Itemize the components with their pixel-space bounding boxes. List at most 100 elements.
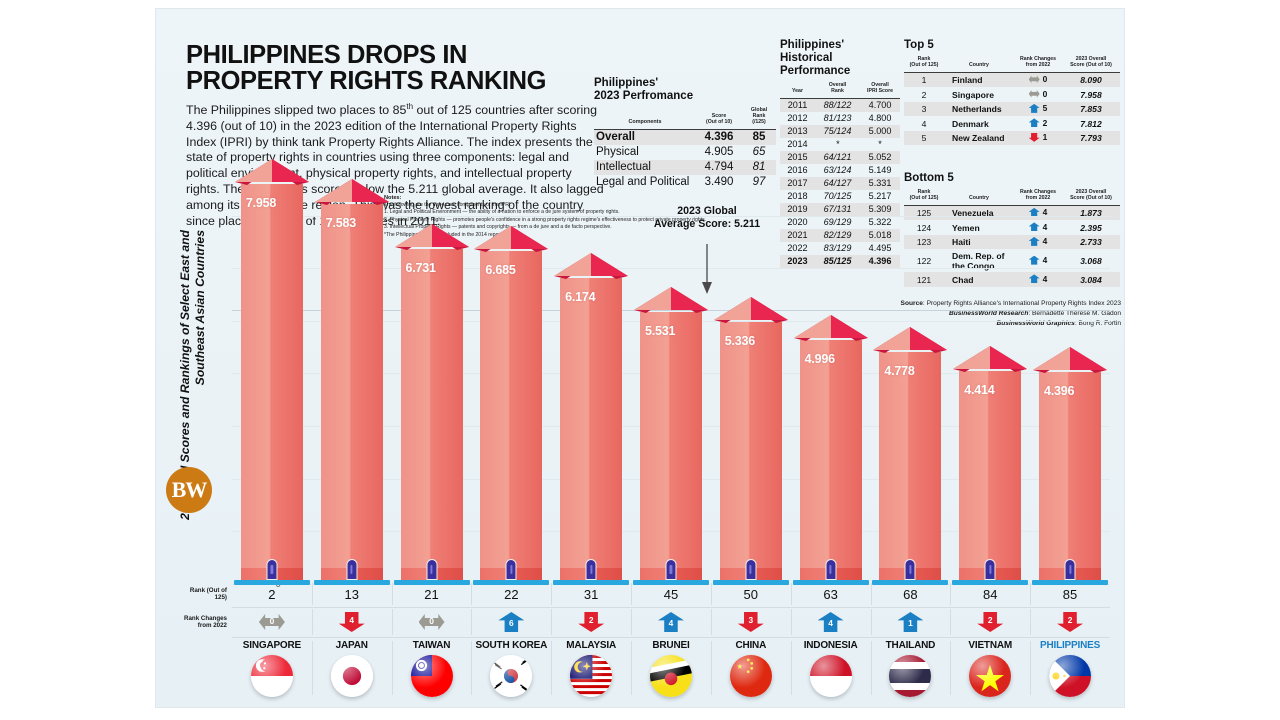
table-header-row: Rank (Out of 125) Country Rank Changes fro… — [904, 54, 1120, 73]
house-roof — [953, 345, 1028, 372]
table-row: Intellectual 4.794 81 — [594, 159, 776, 175]
house-bar: 4.396 — [1032, 346, 1109, 585]
cell-rank: 123 — [904, 234, 944, 250]
rank-change-value: 2 — [588, 615, 594, 625]
down-arrow-icon — [1028, 132, 1040, 142]
divider — [391, 641, 393, 695]
door-icon — [585, 559, 597, 580]
door-icon — [745, 559, 757, 580]
divider — [710, 583, 712, 605]
divider — [950, 583, 952, 605]
chart-bar: 4.778 — [871, 184, 951, 585]
house-step — [872, 580, 949, 585]
chart-plot-area: 01234567 2023 Global Average Score: 5.21… — [232, 159, 1110, 589]
cell-score: 8.090 — [1062, 72, 1120, 88]
rank-cell: 22 — [471, 581, 551, 607]
cell-year: 2011 — [780, 98, 815, 112]
cell-rank: 82/129 — [814, 228, 861, 242]
house-roof — [1033, 346, 1108, 373]
rank-change-value: 2 — [987, 615, 993, 625]
rank-value: 31 — [583, 586, 599, 602]
divider — [232, 637, 1110, 638]
bar-value-label: 4.778 — [884, 363, 915, 378]
rank-change-value: 2 — [1067, 615, 1073, 625]
businessworld-logo: BW — [166, 467, 212, 513]
notes-line: 1. Legal and Political Environment — the… — [384, 209, 620, 216]
cell-rank-change: 4 — [1014, 249, 1062, 272]
table-row: 2015 64/121 5.052 — [780, 150, 900, 164]
house-bar: 4.414 — [952, 345, 1029, 585]
down-arrow-icon: 3 — [737, 612, 764, 632]
country-cell: SOUTH KOREA — [471, 639, 551, 697]
cell-rank: 64/127 — [814, 176, 861, 190]
divider — [870, 583, 872, 605]
house-step — [712, 580, 789, 585]
rank-change-value: 3 — [748, 615, 754, 625]
rank-value: 68 — [903, 586, 918, 602]
cell-component: Legal and Political — [596, 176, 690, 189]
cell-component: Overall — [594, 129, 696, 145]
divider — [631, 641, 633, 695]
house-roof — [394, 223, 469, 250]
country-cell: CHINA — [710, 639, 791, 697]
header-country: Country — [944, 54, 1014, 73]
table-header-row: Components Score (Out of 10) Global Rank… — [594, 105, 776, 130]
bottom5-table-card: Bottom 5 Rank (Out of 125) Country Rank C… — [904, 172, 1120, 287]
table-row: 2020 69/129 5.322 — [780, 216, 900, 229]
chart-bar: 6.685 — [471, 184, 551, 585]
divider — [551, 583, 553, 605]
divider — [790, 641, 792, 695]
cell-country: Netherlands — [944, 101, 1014, 117]
rank-change-row-label: Rank Changes from 2022 — [184, 614, 227, 629]
bar-value-label: 5.336 — [724, 334, 756, 349]
country-cell: VIETNAM — [950, 639, 1030, 697]
house-step — [792, 580, 869, 585]
country-name: CHINA — [735, 639, 767, 651]
cell-rank: 70/125 — [823, 191, 852, 202]
house-bar: 7.958 — [233, 159, 310, 585]
y-axis-title: 2023 IPRI Scores and Rankings of Select … — [178, 0, 208, 520]
cell-rank-change: 5 — [1014, 101, 1062, 117]
country-cell: THAILAND — [870, 639, 951, 697]
cell-year: 2015 — [780, 150, 815, 164]
divider — [1030, 641, 1032, 695]
historical-table-title: Philippines' Historical Performance — [780, 39, 900, 78]
performance-table-title: Philippines' 2023 Perfromance — [594, 77, 776, 103]
cell-component: Physical — [596, 146, 639, 159]
cell-score: 5.331 — [860, 176, 900, 190]
flag-icon-japan — [330, 654, 373, 697]
header-rank-changes: Rank Changes from 2022 — [1014, 187, 1062, 206]
door-icon — [426, 559, 438, 580]
bottom5-title: Bottom 5 — [904, 172, 954, 184]
lede-sup-1: th — [406, 102, 414, 111]
cell-score: 2.395 — [1080, 222, 1102, 233]
table-row: 2021 82/129 5.018 — [780, 228, 900, 242]
house-body — [719, 322, 782, 584]
cell-score: 7.958 — [1080, 89, 1102, 100]
cell-rank: 85/125 — [814, 254, 861, 268]
divider — [311, 609, 313, 635]
house-body — [639, 311, 702, 584]
chart-bar: 6.731 — [392, 184, 472, 585]
cell-rank-change: 1 — [1014, 130, 1062, 146]
divider — [311, 583, 313, 605]
cell-score: 5.149 — [868, 165, 892, 176]
house-bar: 6.174 — [553, 253, 630, 585]
down-arrow-icon: 2 — [977, 612, 1004, 632]
country-name: INDONESIA — [803, 639, 858, 651]
cell-score: 4.495 — [868, 243, 892, 254]
cell-score: 5.052 — [860, 150, 900, 164]
flag-icon-philippines — [1049, 654, 1092, 697]
cell-rank: 1 — [904, 72, 944, 88]
flag-icon-brunei — [649, 654, 692, 697]
cell-score: 4.700 — [860, 98, 900, 112]
flag-icon-indonesia — [809, 654, 852, 697]
house-step — [313, 580, 390, 585]
table-row: 2014 * * — [780, 138, 900, 151]
cell-rank: 97 — [752, 176, 766, 189]
house-bar: 4.778 — [872, 326, 949, 585]
bar-value-label: 6.685 — [485, 263, 516, 278]
house-roof — [314, 178, 389, 205]
page-title: PHILIPPINES DROPS IN PROPERTY RIGHTS RAN… — [186, 41, 547, 95]
rank-change-value: 0 — [269, 616, 275, 626]
